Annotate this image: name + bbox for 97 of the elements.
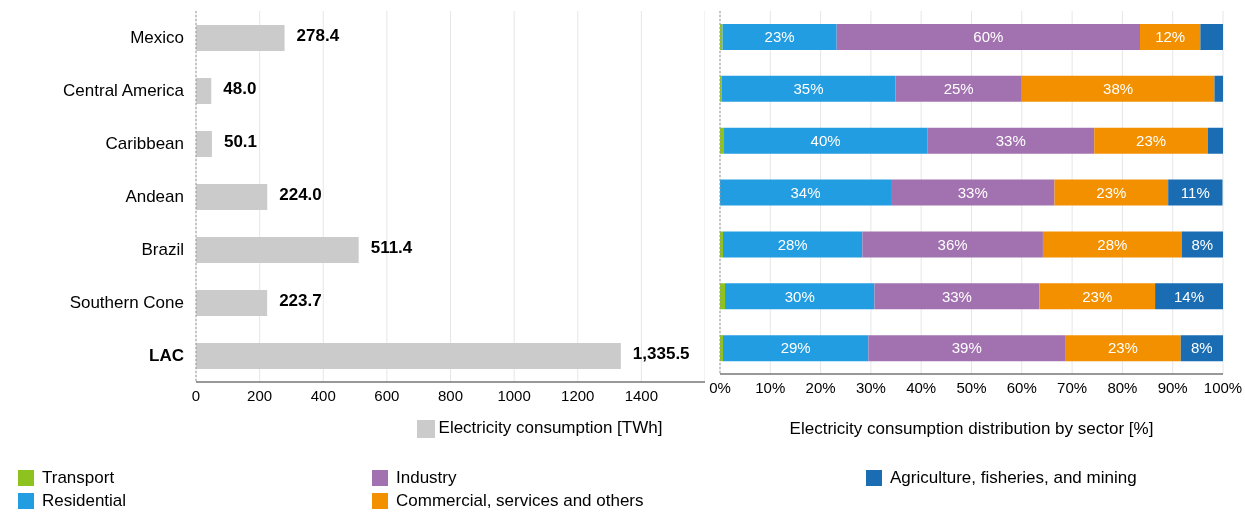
data-label: 33% (957, 183, 988, 201)
legend-label: Agriculture, fisheries, and mining (890, 467, 1137, 488)
data-label: 40% (810, 131, 841, 149)
data-label: 34% (790, 183, 821, 201)
bar (1207, 127, 1223, 154)
bar (1042, 231, 1182, 258)
bar (1065, 335, 1181, 362)
y-tick-label: Southern Cone (69, 293, 184, 313)
data-label: 23% (1136, 131, 1167, 149)
data-label: 36% (937, 235, 968, 253)
bar (196, 237, 359, 263)
data-label: 23% (1096, 183, 1127, 201)
data-label: 25% (943, 80, 974, 98)
bar (1155, 283, 1223, 310)
x-axis-title: Electricity consumption distribution by sector [%] (789, 419, 1154, 438)
bar (196, 131, 212, 157)
y-tick-label: LAC (149, 346, 184, 366)
bar (1039, 283, 1156, 310)
bar (721, 75, 896, 102)
legend-label: Transport (42, 467, 115, 488)
x-tick-label: 100% (1203, 378, 1243, 396)
data-label: 11% (1180, 183, 1210, 201)
bar (1021, 75, 1215, 102)
data-label: 48.0 (223, 78, 257, 98)
data-label: 14% (1174, 287, 1205, 305)
bar (196, 78, 212, 104)
data-label: 23% (1107, 339, 1138, 357)
bar (720, 24, 723, 50)
bar (723, 231, 863, 258)
bar (725, 283, 875, 310)
x-tick-label: 30% (855, 378, 886, 396)
data-label: 23% (764, 28, 795, 46)
bar (927, 127, 1095, 154)
data-label: 224.0 (279, 184, 322, 204)
bar (868, 335, 1066, 362)
data-label: 30% (784, 287, 815, 305)
x-tick-label: 800 (437, 386, 464, 404)
x-tick-label: 50% (956, 378, 987, 396)
bar (196, 343, 621, 369)
data-label: 28% (1097, 235, 1128, 253)
data-label: 28% (777, 235, 808, 253)
legend-label: Industry (396, 467, 457, 488)
data-label: 33% (941, 287, 972, 305)
x-tick-label: 60% (1006, 378, 1037, 396)
bar (1200, 24, 1223, 50)
legend-label: Commercial, services and others (396, 490, 644, 511)
bar (836, 24, 1141, 50)
legend-label: Electricity consumption [TWh] (438, 418, 663, 437)
x-tick-label: 600 (374, 386, 400, 404)
data-label: 8% (1191, 235, 1214, 253)
x-tick-label: 1400 (624, 386, 659, 404)
data-label: 33% (995, 131, 1026, 149)
x-tick-label: 10% (755, 378, 786, 396)
data-label: 29% (780, 339, 811, 357)
x-tick-label: 1200 (561, 386, 595, 404)
bar (196, 184, 268, 210)
data-label: 60% (973, 28, 1004, 46)
legend-label: Residential (42, 490, 127, 511)
bar (874, 283, 1040, 310)
bar (720, 179, 892, 206)
bar (722, 24, 837, 50)
y-tick-label: Andean (125, 187, 184, 207)
data-label: 50.1 (223, 131, 258, 151)
bar (1094, 127, 1208, 154)
y-tick-label: Central America (63, 81, 185, 101)
bar (862, 231, 1043, 258)
y-tick-label: Brazil (141, 240, 184, 260)
x-tick-label: 400 (310, 386, 336, 404)
data-label: 35% (793, 80, 824, 98)
data-label: 511.4 (370, 237, 413, 257)
y-tick-label: Caribbean (105, 134, 184, 154)
data-label: 1,335.5 (632, 343, 690, 363)
data-label: 23% (1082, 287, 1113, 305)
bar (724, 127, 928, 154)
data-label: 223.7 (279, 290, 322, 310)
bar (1054, 179, 1169, 206)
bar (895, 75, 1022, 102)
x-tick-label: 20% (805, 378, 836, 396)
x-tick-label: 200 (247, 386, 273, 404)
bar (891, 179, 1055, 206)
data-label: 12% (1155, 28, 1186, 46)
x-tick-label: 0% (709, 378, 731, 396)
bar (723, 335, 869, 362)
x-tick-label: 0 (191, 386, 201, 404)
x-tick-label: 70% (1057, 378, 1088, 396)
bar (196, 290, 268, 316)
x-tick-label: 90% (1157, 378, 1188, 396)
data-label: 39% (951, 339, 982, 357)
data-label: 38% (1103, 80, 1134, 98)
data-label: 278.4 (296, 25, 340, 45)
x-tick-label: 40% (906, 378, 937, 396)
bar (196, 25, 285, 51)
x-tick-label: 80% (1107, 378, 1138, 396)
x-tick-label: 1000 (497, 386, 531, 404)
y-tick-label: Mexico (130, 28, 184, 48)
data-label: 8% (1191, 339, 1213, 357)
bar (1214, 75, 1223, 102)
